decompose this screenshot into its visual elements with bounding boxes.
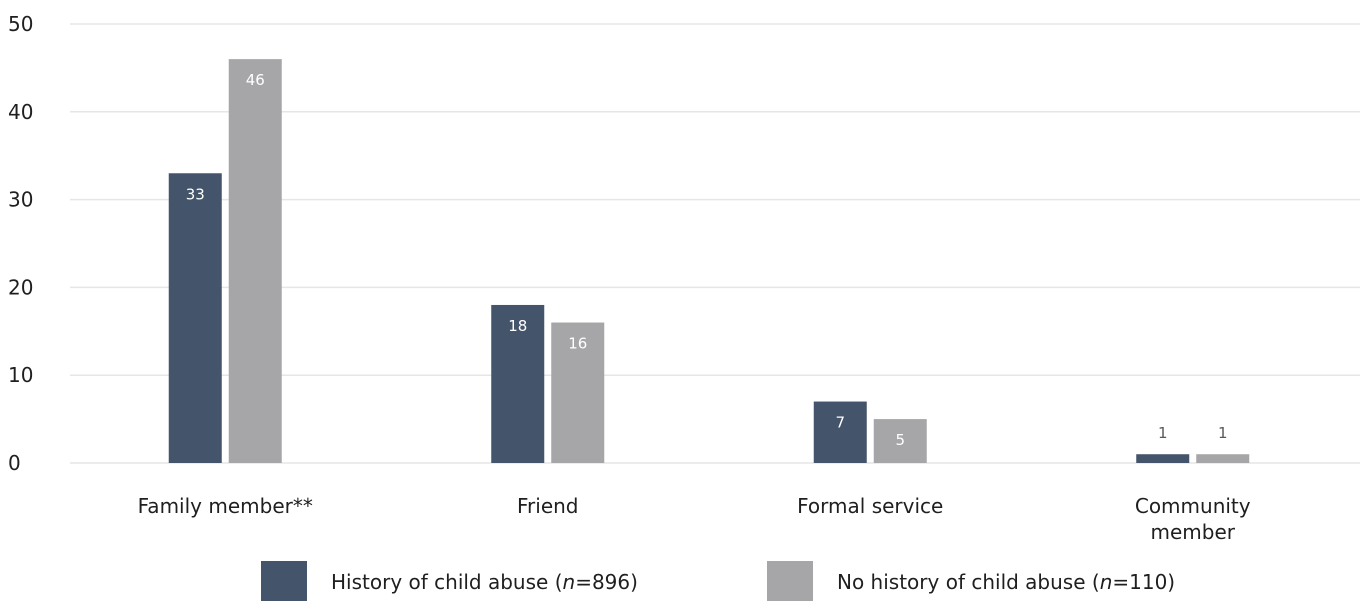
bars	[168, 59, 1250, 464]
bar	[551, 322, 605, 463]
bar	[228, 59, 282, 464]
data-label: 33	[186, 185, 205, 203]
legend: History of child abuse (n=896) No history…	[261, 561, 1175, 601]
data-labels: 33 46 18 16 7 5 1 1	[186, 71, 1228, 449]
y-tick-label: 20	[8, 275, 33, 299]
bar	[813, 401, 867, 463]
category-label: member	[1151, 520, 1236, 544]
legend-label: History of child abuse (n=896)	[331, 570, 638, 594]
data-label: 46	[246, 71, 265, 89]
y-axis-tick-labels: 0 10 20 30 40 50	[8, 12, 33, 475]
y-tick-label: 30	[8, 188, 33, 212]
category-label: Community	[1135, 494, 1251, 518]
data-label: 7	[835, 414, 845, 432]
data-label: 16	[568, 335, 587, 353]
x-axis-category-labels: Family member** Friend Formal service Commu…	[138, 494, 1251, 544]
category-label: Formal service	[797, 494, 943, 518]
bar	[491, 304, 545, 463]
data-label: 18	[508, 317, 527, 335]
bar	[873, 419, 927, 463]
data-label: 5	[895, 431, 905, 449]
legend-label: No history of child abuse (n=110)	[837, 570, 1175, 594]
legend-swatch	[767, 561, 813, 601]
bar	[1136, 454, 1190, 463]
bar	[168, 173, 222, 463]
y-tick-label: 50	[8, 12, 33, 36]
legend-swatch	[261, 561, 307, 601]
bar	[1196, 454, 1250, 463]
data-label: 1	[1218, 424, 1228, 442]
y-tick-label: 40	[8, 100, 33, 124]
y-tick-label: 0	[8, 451, 21, 475]
category-label: Friend	[517, 494, 579, 518]
y-tick-label: 10	[8, 363, 33, 387]
category-label: Family member**	[138, 494, 313, 518]
data-label: 1	[1158, 424, 1168, 442]
